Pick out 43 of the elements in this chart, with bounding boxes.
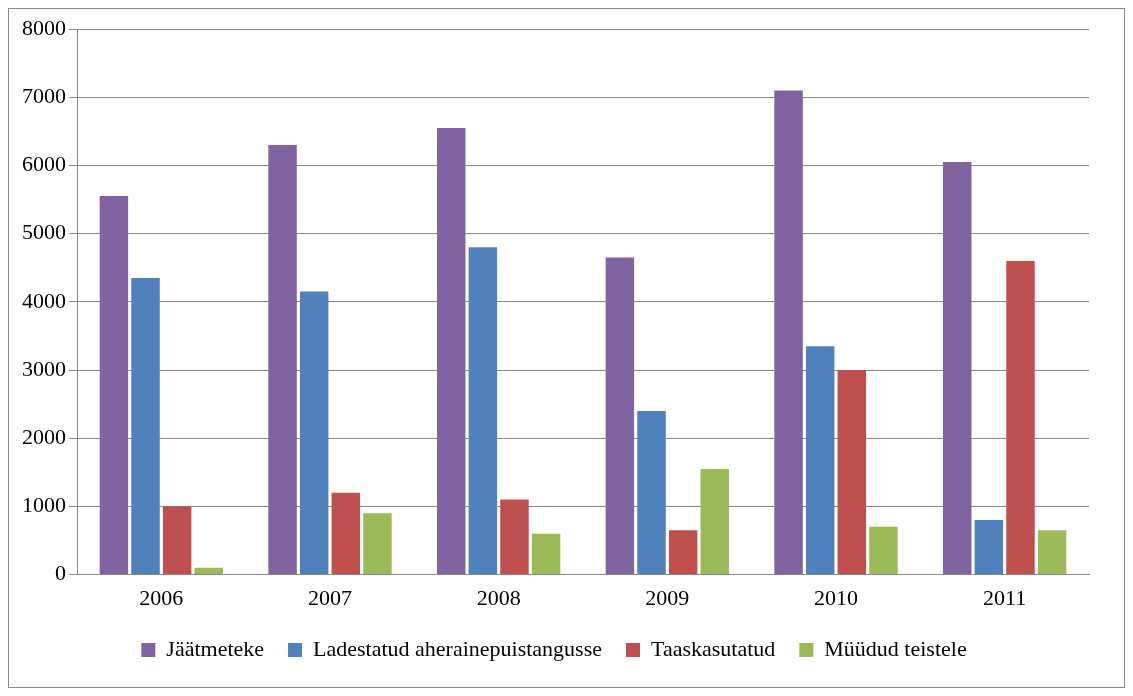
bar — [437, 127, 466, 575]
bar — [331, 492, 361, 575]
bar — [943, 161, 972, 575]
y-tick-label: 7000 — [22, 82, 66, 108]
bar — [131, 277, 160, 575]
bar — [1006, 260, 1035, 575]
bar — [1037, 530, 1067, 575]
bar — [605, 257, 635, 575]
bar — [837, 370, 867, 575]
bar — [500, 499, 529, 575]
bar — [531, 533, 561, 575]
legend-label: Müüdud teistele — [824, 635, 967, 661]
y-tick-label: 1000 — [22, 492, 66, 518]
bar — [805, 346, 835, 575]
y-tick-label: 3000 — [22, 355, 66, 381]
bar — [194, 567, 223, 575]
bar — [299, 291, 329, 575]
bar — [869, 526, 898, 575]
bar — [700, 468, 729, 575]
bar — [974, 520, 1004, 575]
y-tick-label: 6000 — [22, 151, 66, 177]
legend-label: Taaskasutatud — [651, 635, 776, 661]
x-tick-label: 2008 — [476, 584, 521, 610]
x-tick-label: 2010 — [814, 584, 858, 610]
bar — [162, 506, 192, 575]
y-tick-label: 0 — [55, 560, 66, 586]
bar — [268, 144, 297, 575]
x-tick-label: 2009 — [645, 584, 690, 610]
bar — [774, 90, 803, 575]
y-tick-label: 8000 — [22, 14, 66, 40]
bar — [468, 247, 498, 575]
bar — [637, 410, 666, 575]
legend-label: Ladestatud aherainepuistangusse — [313, 635, 603, 661]
bar — [99, 196, 129, 575]
bar — [363, 513, 392, 575]
x-tick-label: 2011 — [983, 584, 1027, 610]
y-tick-label: 4000 — [22, 287, 66, 313]
x-tick-label: 2006 — [139, 584, 184, 610]
x-tick-label: 2007 — [308, 584, 352, 610]
y-tick-label: 5000 — [22, 219, 66, 245]
bar — [668, 530, 698, 575]
y-tick-label: 2000 — [22, 423, 66, 449]
legend-label: Jäätmeteke — [166, 635, 265, 661]
